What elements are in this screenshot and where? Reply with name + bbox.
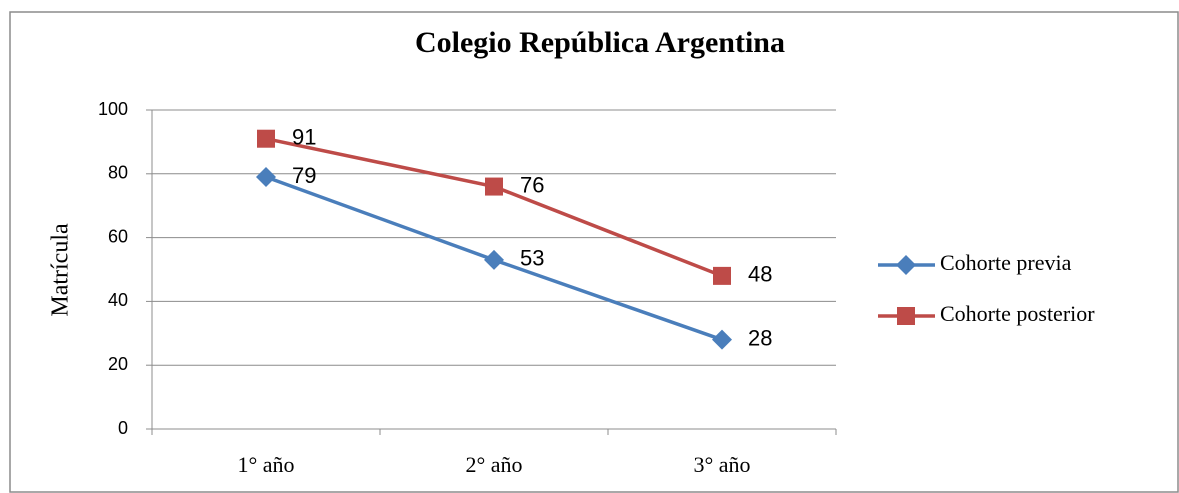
y-tick-label: 60	[108, 226, 128, 246]
data-label: 79	[292, 163, 316, 188]
y-tick-label: 100	[98, 99, 128, 119]
data-label: 28	[748, 325, 772, 350]
x-tick-label: 1° año	[237, 452, 294, 477]
data-label: 53	[520, 246, 544, 271]
point	[712, 329, 732, 350]
point	[256, 166, 276, 187]
point	[485, 177, 503, 196]
point	[713, 266, 731, 285]
y-axis-label: Matrícula	[48, 223, 74, 317]
legend-marker	[896, 255, 916, 275]
y-tick-label: 80	[108, 163, 128, 183]
chart-title: Colegio República Argentina	[415, 26, 785, 59]
point	[484, 249, 504, 270]
chart-border	[9, 11, 1179, 493]
legend-label: Cohorte posterior	[940, 301, 1095, 326]
y-tick-label: 20	[108, 354, 128, 374]
x-tick-label: 2° año	[465, 452, 522, 477]
data-label: 48	[748, 262, 772, 287]
data-label: 76	[520, 172, 544, 197]
point	[257, 129, 275, 148]
y-tick-label: 40	[108, 290, 128, 310]
y-tick-label: 0	[118, 418, 128, 438]
data-label: 91	[292, 125, 316, 150]
legend-marker	[897, 307, 915, 325]
legend-label: Cohorte previa	[940, 250, 1072, 275]
x-tick-label: 3° año	[693, 452, 750, 477]
